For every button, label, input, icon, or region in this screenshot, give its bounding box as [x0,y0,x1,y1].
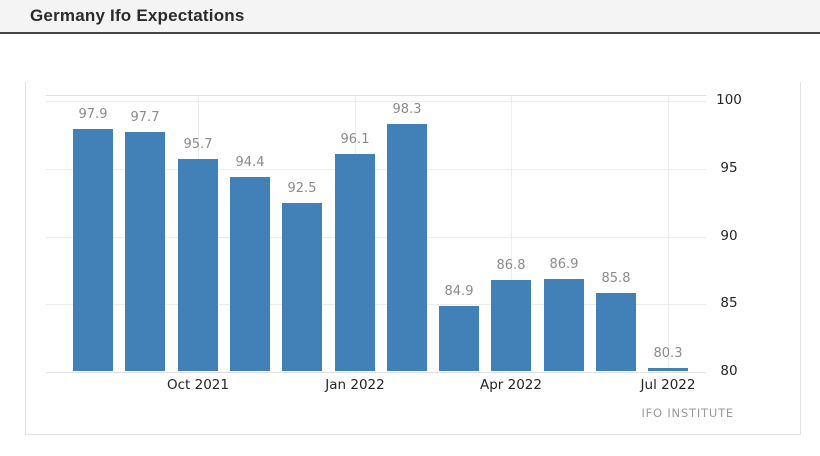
x-gridline [668,96,669,372]
y-axis-tick-label: 90 [720,228,738,244]
bar-value-label: 92.5 [287,181,317,196]
bar[interactable] [282,203,322,371]
x-gridline [511,96,512,372]
y-gridline [46,169,706,170]
bar[interactable] [178,159,218,371]
x-axis-tick-label: Oct 2021 [167,377,229,393]
bar-value-label: 95.7 [183,137,213,152]
y-axis-tick-label: 95 [720,160,738,176]
bar[interactable] [648,368,688,371]
bar-value-label: 80.3 [653,346,683,361]
bar-value-label: 97.7 [130,110,160,125]
bar[interactable] [73,129,113,371]
bar[interactable] [335,154,375,371]
x-axis-tick-label: Apr 2022 [479,377,542,393]
bar-value-label: 86.8 [496,258,526,273]
bar-value-label: 97.9 [78,107,108,122]
y-gridline [46,304,706,305]
chart-header: Germany Ifo Expectations [0,0,820,34]
bar[interactable] [491,280,531,371]
bar[interactable] [230,177,270,371]
y-gridline [46,101,706,102]
bar-value-label: 94.4 [235,155,265,170]
bar-value-label: 84.9 [444,284,474,299]
bar-value-label: 98.3 [392,102,422,117]
y-gridline [46,237,706,238]
chart-title: Germany Ifo Expectations [30,6,245,25]
x-axis-tick-label: Jul 2022 [640,377,696,393]
bar[interactable] [544,279,584,371]
bar[interactable] [125,132,165,371]
y-axis-tick-label: 85 [720,295,738,311]
source-attribution: IFO INSTITUTE [641,406,734,420]
bar[interactable] [387,124,427,371]
x-axis-tick-label: Jan 2022 [325,377,385,393]
y-axis-tick-label: 80 [720,363,738,379]
y-axis-tick-label: 100 [716,92,742,108]
y-gridline [46,372,706,373]
plot-top-border [46,95,706,96]
bar[interactable] [439,306,479,371]
bar[interactable] [596,293,636,371]
bar-value-label: 85.8 [601,271,631,286]
bar-value-label: 86.9 [549,257,579,272]
bar-value-label: 96.1 [340,132,370,147]
